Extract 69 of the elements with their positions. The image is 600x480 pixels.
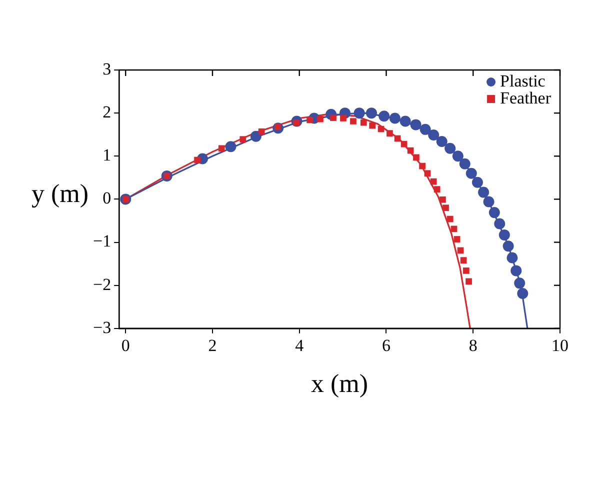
point <box>452 150 464 162</box>
point <box>378 110 390 122</box>
point <box>498 229 510 240</box>
point <box>466 168 477 179</box>
point <box>514 278 526 289</box>
point <box>194 156 200 164</box>
point <box>354 108 365 119</box>
point <box>517 288 528 300</box>
point <box>389 112 400 124</box>
point <box>466 278 472 285</box>
point <box>360 119 367 126</box>
point <box>420 124 431 135</box>
y-axis-title: y (m) <box>31 179 89 208</box>
point <box>459 158 470 170</box>
point <box>428 130 440 141</box>
point <box>400 116 411 127</box>
point <box>366 108 377 119</box>
point <box>410 119 422 130</box>
point <box>478 186 490 198</box>
point <box>330 114 336 121</box>
point <box>436 136 448 147</box>
point <box>306 116 313 124</box>
point <box>250 130 262 142</box>
point <box>510 265 522 276</box>
point <box>413 154 420 161</box>
point <box>350 118 356 124</box>
point <box>450 226 458 232</box>
y-tick-label: −1 <box>92 232 112 251</box>
x-axis-title: x (m) <box>311 369 368 398</box>
y-tick-label: 3 <box>102 59 112 78</box>
point <box>472 176 483 188</box>
point <box>454 236 460 242</box>
point <box>446 216 454 222</box>
point <box>440 196 446 203</box>
x-tick-label: 10 <box>552 336 568 356</box>
point <box>225 141 236 152</box>
point <box>442 204 449 211</box>
point <box>444 142 456 154</box>
point <box>502 240 514 252</box>
y-tick-label: 1 <box>102 146 112 165</box>
legend-label: Feather <box>500 88 552 108</box>
y-tick-label: −3 <box>92 318 112 337</box>
point <box>369 122 376 129</box>
point <box>488 207 500 218</box>
x-tick-label: 2 <box>208 336 217 356</box>
point <box>340 115 346 122</box>
y-tick-label: 0 <box>102 188 112 208</box>
point <box>240 136 246 143</box>
point <box>400 140 408 148</box>
point <box>494 218 506 230</box>
point <box>434 186 440 192</box>
x-tick-label: 8 <box>468 336 478 356</box>
point <box>317 116 324 122</box>
point <box>218 145 225 152</box>
point <box>258 128 265 135</box>
x-tick-label: 4 <box>295 336 304 356</box>
y-tick-label: −2 <box>92 274 112 294</box>
point <box>460 257 467 264</box>
point <box>483 196 494 208</box>
y-tick-label: 2 <box>102 102 112 122</box>
point <box>386 130 393 136</box>
point <box>430 178 437 185</box>
point <box>506 252 518 264</box>
x-tick-label: 6 <box>382 336 390 356</box>
legend-label: Plastic <box>500 71 546 90</box>
point <box>424 170 431 177</box>
x-tick-label: 0 <box>121 336 130 356</box>
point <box>419 162 426 170</box>
point <box>462 268 470 274</box>
